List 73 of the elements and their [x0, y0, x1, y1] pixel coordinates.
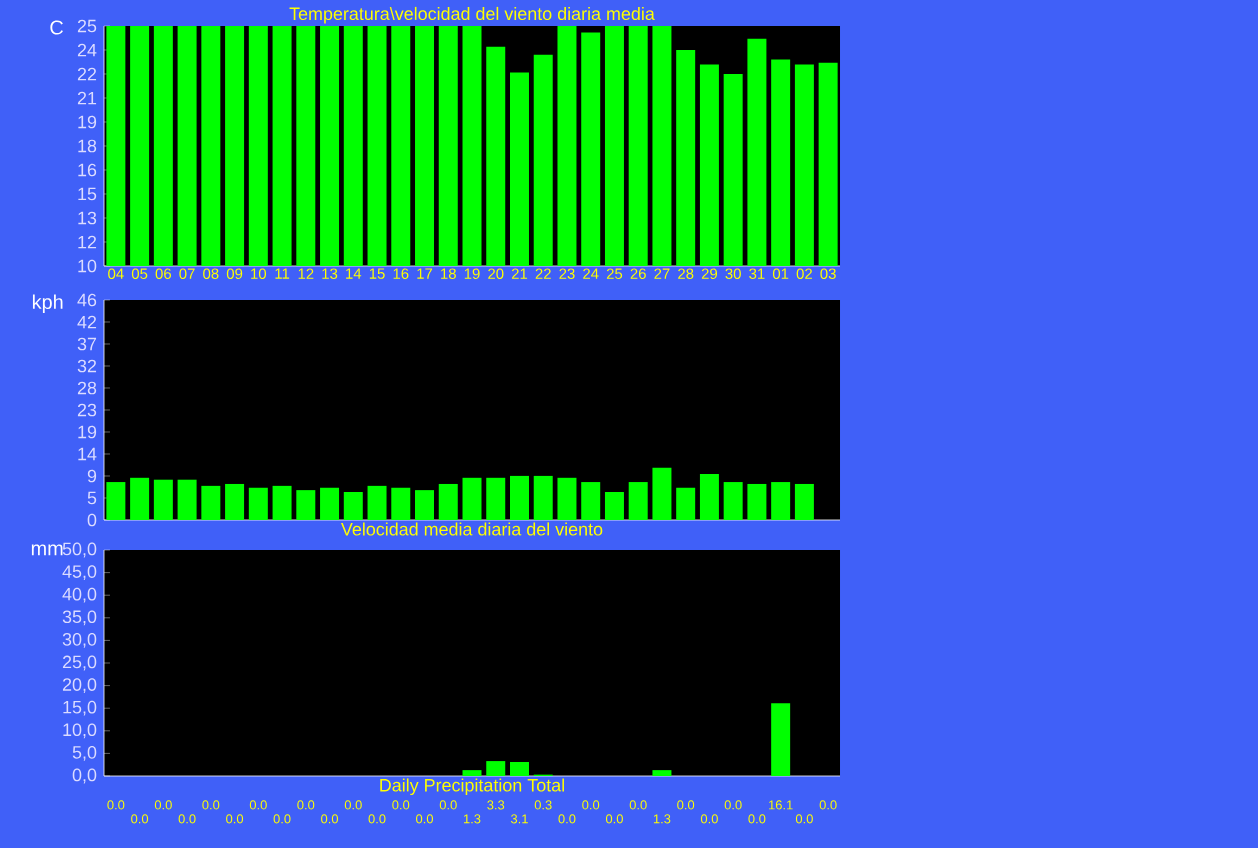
x-axis-title: Daily Precipitation Total	[380, 778, 564, 796]
y-tick-label: 16	[78, 163, 97, 177]
y-tick-label: 28	[77, 381, 97, 395]
y-tick-label: 24	[77, 43, 97, 57]
bar	[225, 483, 245, 520]
y-tick-label: 23	[77, 403, 97, 417]
y-tick-label: 0,0	[72, 768, 97, 784]
y-tick-label: 20,0	[62, 678, 97, 693]
y-tick-label: 32	[77, 359, 97, 373]
bar	[391, 487, 411, 520]
y-tick-label: 50,0	[62, 542, 97, 558]
bar	[486, 761, 506, 776]
bar	[201, 485, 221, 520]
bar	[415, 490, 435, 520]
bar	[652, 770, 672, 776]
bar	[652, 467, 672, 520]
y-tick-label: 10,0	[63, 723, 97, 739]
bar	[106, 482, 126, 520]
bar	[462, 770, 482, 776]
bar	[130, 477, 150, 520]
y-tick-label: 5	[87, 491, 97, 505]
y-tick-label: 19	[78, 115, 97, 129]
bar	[438, 483, 458, 520]
bar	[486, 477, 506, 520]
bar	[533, 475, 553, 520]
y-tick-label: 45,0	[62, 565, 97, 580]
bar	[794, 483, 814, 520]
bar	[509, 475, 529, 520]
bar	[177, 479, 197, 520]
bar	[771, 482, 791, 520]
y-tick-label: 40,0	[62, 587, 97, 603]
bar	[320, 487, 340, 520]
bar	[248, 487, 268, 520]
y-tick-label: 25,0	[62, 655, 97, 671]
y-tick-label: 5,0	[72, 745, 97, 761]
y-tick-label: 9	[87, 469, 97, 483]
y-axis-title: mm	[31, 544, 63, 556]
bar	[557, 477, 577, 520]
y-axis-title: C	[50, 20, 63, 35]
bar	[699, 474, 719, 520]
bar	[676, 487, 696, 520]
bar	[581, 482, 601, 520]
y-tick-label: 19	[78, 425, 97, 439]
bar	[723, 482, 743, 520]
chart-title: Temperatura\velocidad del viento diaria media	[289, 6, 655, 24]
y-tick-label: 12	[78, 235, 97, 249]
y-tick-label: 22	[77, 67, 97, 81]
y-tick-label: 21	[77, 91, 97, 105]
y-tick-label: 46	[77, 293, 97, 307]
bar	[462, 477, 482, 520]
bar	[628, 482, 648, 520]
bar	[272, 485, 292, 520]
y-tick-label: 42	[77, 315, 97, 329]
bar	[343, 492, 363, 520]
y-tick-label: 30,0	[62, 632, 97, 648]
bar	[604, 492, 624, 520]
bar	[747, 483, 767, 520]
y-tick-label: 15	[78, 187, 97, 201]
y-tick-label: 13	[78, 211, 97, 225]
y-tick-label: 15,0	[63, 700, 97, 716]
bar	[153, 479, 173, 520]
bar	[771, 703, 791, 776]
y-axis-title: kph	[32, 294, 63, 313]
y-tick-label: 37	[77, 337, 97, 351]
y-tick-label: 35,0	[62, 610, 97, 626]
y-tick-label: 0	[87, 513, 97, 527]
x-axis-title: Velocidad media diaria del viento	[341, 522, 603, 536]
y-tick-label: 25	[77, 19, 97, 33]
bar	[296, 490, 316, 520]
bar	[509, 761, 529, 776]
y-tick-label: 18	[78, 139, 97, 153]
y-tick-label: 14	[78, 447, 97, 461]
bar	[367, 485, 387, 520]
